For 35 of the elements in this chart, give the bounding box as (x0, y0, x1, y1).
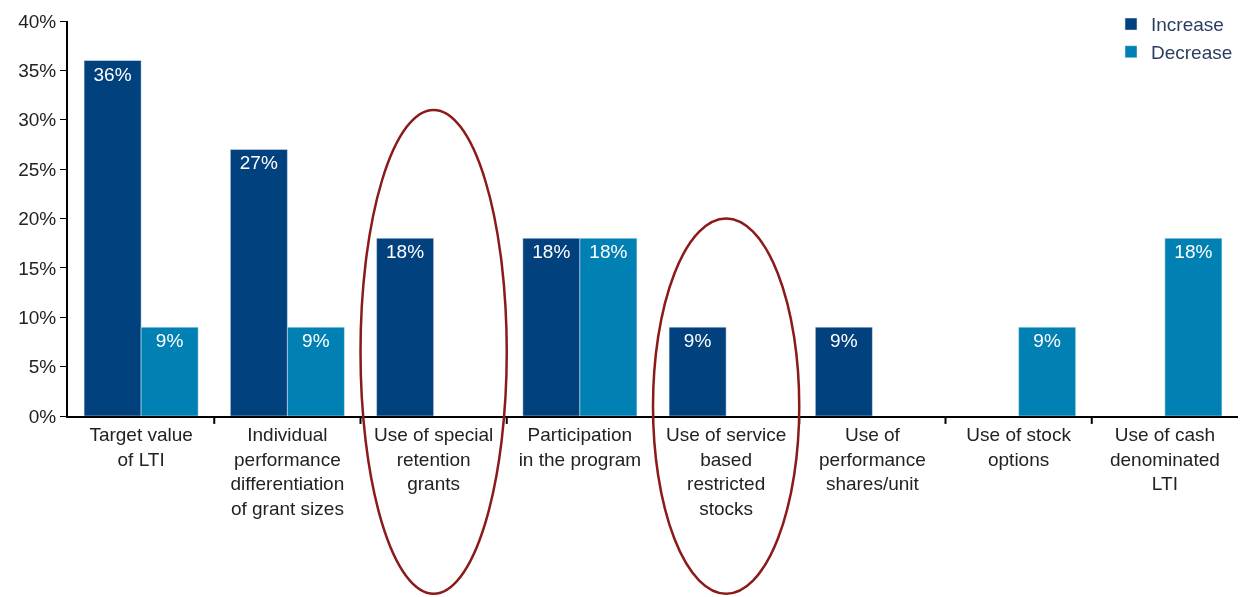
data-label: 27% (239, 152, 278, 174)
y-tick-label: 35% (18, 60, 57, 82)
bar (668, 326, 727, 416)
legend-label: Decrease (1151, 42, 1233, 64)
data-label: 18% (386, 241, 425, 263)
y-tick-label: 30% (18, 109, 57, 131)
bar (815, 326, 873, 416)
legend-label: Increase (1151, 14, 1224, 36)
y-tick-label: 5% (28, 356, 57, 378)
y-tick-label: 0% (28, 405, 57, 427)
y-tick-label: 40% (18, 10, 57, 32)
data-label: 18% (1174, 241, 1213, 263)
x-tick-label: Use of performance shares/unit (819, 423, 926, 495)
y-tick-label: 15% (18, 257, 57, 279)
x-tick-label: Use of service based restricted stocks (665, 423, 787, 519)
bar (1018, 326, 1076, 416)
data-label: 9% (1033, 330, 1061, 352)
x-tick-label: Use of stock options (966, 423, 1072, 470)
x-tick-label: Use of special retention grants (373, 423, 494, 495)
data-label: 9% (830, 330, 858, 352)
y-tick-label: 10% (18, 306, 57, 328)
data-label: 9% (155, 330, 184, 352)
x-tick-label: Participation in the program (518, 423, 642, 470)
bar (1164, 238, 1223, 416)
x-tick-label: Use of cash denominated LTI (1109, 423, 1220, 495)
data-label: 9% (683, 330, 712, 352)
bar (376, 238, 434, 416)
x-tick-label: Individual performance differentiation of grant sizes (230, 423, 345, 519)
y-tick-label: 25% (18, 158, 57, 180)
y-tick-label: 20% (18, 208, 57, 230)
data-label: 9% (302, 330, 330, 352)
x-tick-label: Target value of LTI (89, 423, 193, 470)
data-label: 18% (532, 241, 571, 263)
data-label: 18% (589, 241, 628, 263)
data-label: 36% (93, 63, 132, 85)
